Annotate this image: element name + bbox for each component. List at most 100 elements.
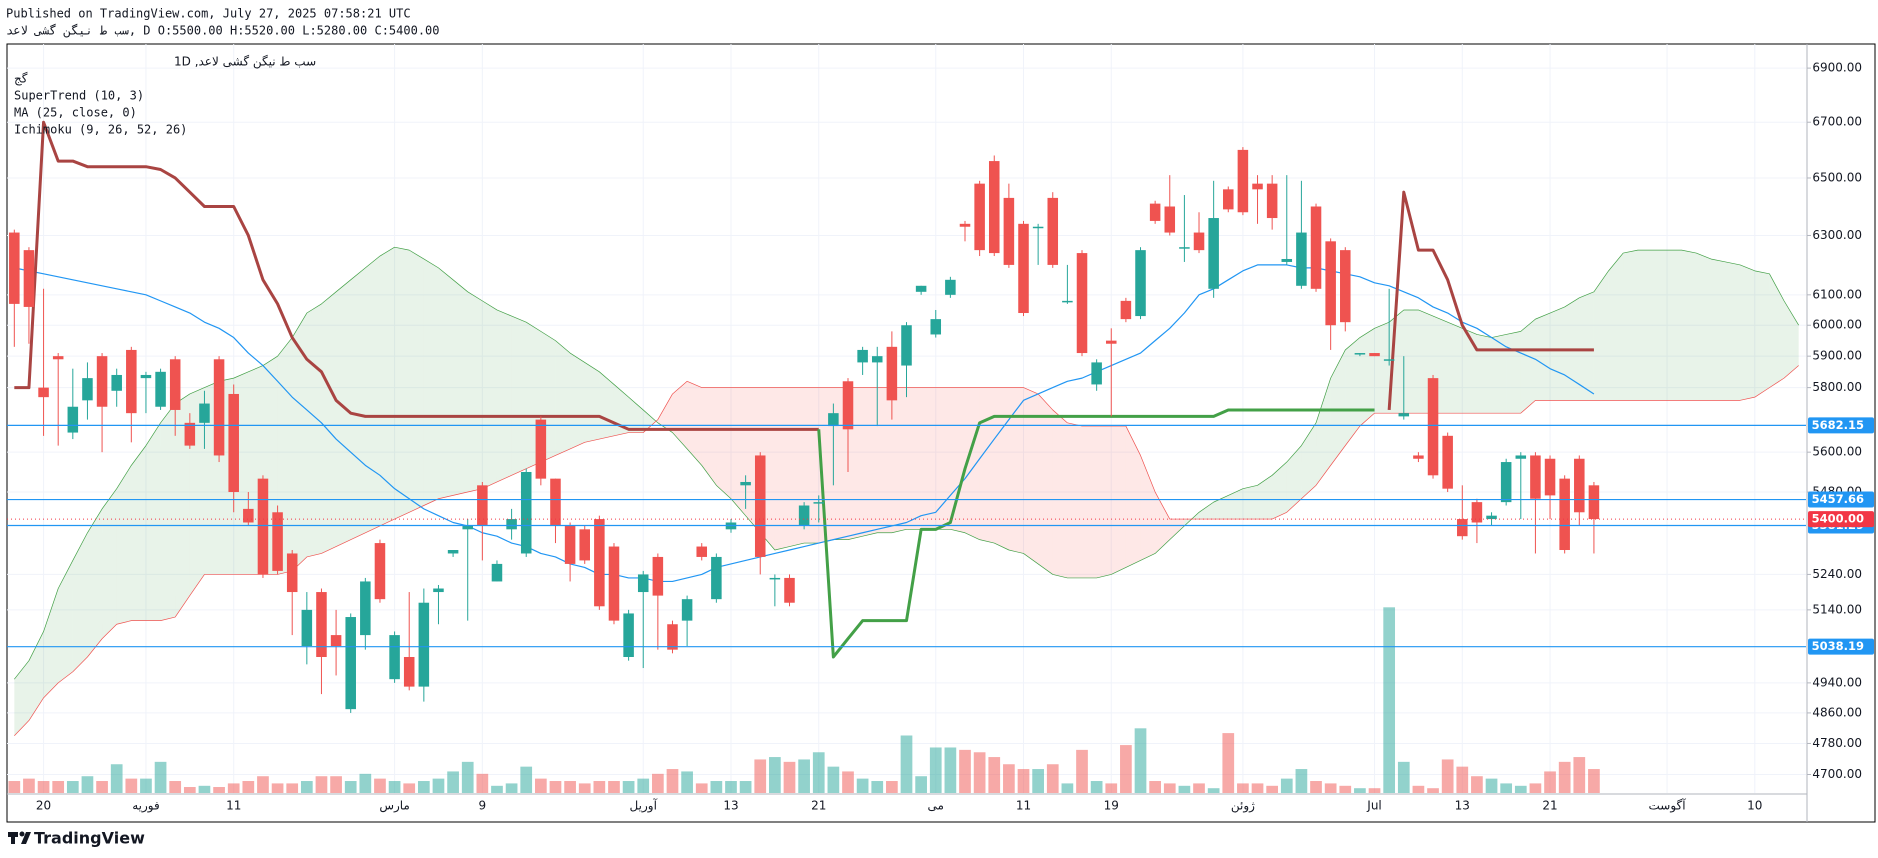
candle-body xyxy=(155,371,166,407)
volume-bar xyxy=(1529,783,1542,793)
indicator-label: Ichimoku (9, 26, 52, 26) xyxy=(14,123,187,137)
volume-bar xyxy=(1412,785,1425,793)
volume-bar xyxy=(271,783,284,793)
volume-bar xyxy=(154,761,167,793)
candle-body xyxy=(754,455,766,557)
candle-body xyxy=(1018,223,1029,314)
cloud-segment xyxy=(643,409,658,433)
cloud-segment xyxy=(1740,264,1755,401)
candle-body xyxy=(1383,359,1395,361)
y-tick-label: 6000.00 xyxy=(1812,318,1862,332)
volume-bar xyxy=(1441,759,1454,793)
x-tick-label: 13 xyxy=(723,799,738,813)
candle-body xyxy=(1193,232,1205,251)
volume-bar xyxy=(1310,781,1322,793)
volume-bar xyxy=(929,747,942,793)
price-badge-label: 5682.15 xyxy=(1812,418,1864,432)
candle-body xyxy=(535,419,547,479)
cloud-segment xyxy=(1725,261,1741,401)
volume-bar xyxy=(1514,785,1527,793)
candle-body xyxy=(828,413,839,427)
candle-body xyxy=(696,546,708,557)
cloud-segment xyxy=(1140,455,1156,561)
cloud-segment xyxy=(1710,258,1726,401)
candle-body xyxy=(140,374,152,379)
cloud-segment xyxy=(1579,291,1594,401)
price-badge-label: 5457.66 xyxy=(1812,492,1864,506)
candle-body xyxy=(374,543,386,600)
cloud-segment xyxy=(145,422,161,621)
logo-dot xyxy=(19,831,25,837)
price-badge xyxy=(1808,491,1874,508)
candle-body xyxy=(842,381,854,430)
volume-bar xyxy=(871,781,884,793)
candle-body xyxy=(711,556,722,600)
candle-body xyxy=(769,577,781,580)
volume-bar xyxy=(257,776,269,793)
volume-bar xyxy=(330,776,342,793)
volume xyxy=(8,607,1600,793)
price-badge xyxy=(1808,417,1874,434)
cloud-segment xyxy=(467,291,483,493)
cloud-segment xyxy=(1667,250,1682,401)
cloud-segment xyxy=(701,387,717,486)
cloud-segment xyxy=(1506,331,1521,414)
cloud-segment xyxy=(1242,485,1258,520)
y-tick-label: 4940.00 xyxy=(1812,675,1862,689)
volume-bar xyxy=(1324,783,1337,793)
price-badge xyxy=(1808,638,1874,655)
cloud-segment xyxy=(58,560,73,683)
cloud-segment xyxy=(1608,253,1624,401)
candle-body xyxy=(798,505,810,526)
volume-bar xyxy=(491,785,503,793)
y-tick-label: 4700.00 xyxy=(1812,767,1862,781)
volume-bar xyxy=(505,783,518,793)
cloud-segment xyxy=(131,445,146,621)
candle-body xyxy=(389,635,400,680)
volume-bar xyxy=(23,778,35,793)
cloud-segment xyxy=(394,247,410,520)
candle-body xyxy=(608,546,620,621)
candle-body xyxy=(9,232,20,304)
volume-bar xyxy=(417,781,430,793)
volume-bar xyxy=(915,776,927,793)
candle-body xyxy=(96,356,108,407)
volume-bar xyxy=(769,757,781,793)
candle-body xyxy=(126,349,137,414)
x-tick-label: ژوئن xyxy=(1231,799,1255,814)
price-badge-label: 5400.00 xyxy=(1812,512,1864,526)
candle-body xyxy=(272,512,283,571)
y-tick-label: 5600.00 xyxy=(1812,445,1862,459)
candle-body xyxy=(623,613,634,657)
x-tick-label: آوریل xyxy=(630,798,658,814)
candle-body xyxy=(1164,206,1176,233)
indicator-label: MA (25, close, 0) xyxy=(14,106,137,120)
candle-body xyxy=(1457,519,1468,537)
chart-frame xyxy=(6,43,1876,823)
x-tick-label: Jul xyxy=(1366,799,1381,813)
logo-stem xyxy=(11,832,15,844)
cloud-segment xyxy=(1462,328,1477,414)
candle-body xyxy=(1091,362,1102,385)
candle-body xyxy=(1179,247,1190,249)
volume-bar xyxy=(447,771,459,793)
cloud-segment xyxy=(1491,334,1507,414)
cloud-segment xyxy=(570,353,585,449)
cloud-segment xyxy=(628,397,644,433)
cloud-segment xyxy=(409,250,424,513)
y-tick-label: 5240.00 xyxy=(1812,567,1862,581)
cloud-segment xyxy=(994,387,1009,551)
cloud-segment xyxy=(1257,475,1273,520)
candle-body xyxy=(857,349,868,363)
candle-body xyxy=(1500,462,1512,503)
volume-bar xyxy=(1544,771,1556,793)
volume-bar xyxy=(1120,745,1132,793)
x-tick-label: 21 xyxy=(811,799,826,813)
candle-body xyxy=(1413,455,1424,459)
cloud-segment xyxy=(1330,349,1346,466)
candle-body xyxy=(1310,206,1322,289)
volume-bar xyxy=(110,764,123,793)
volume-bar xyxy=(315,776,328,793)
candle-body xyxy=(228,393,239,493)
